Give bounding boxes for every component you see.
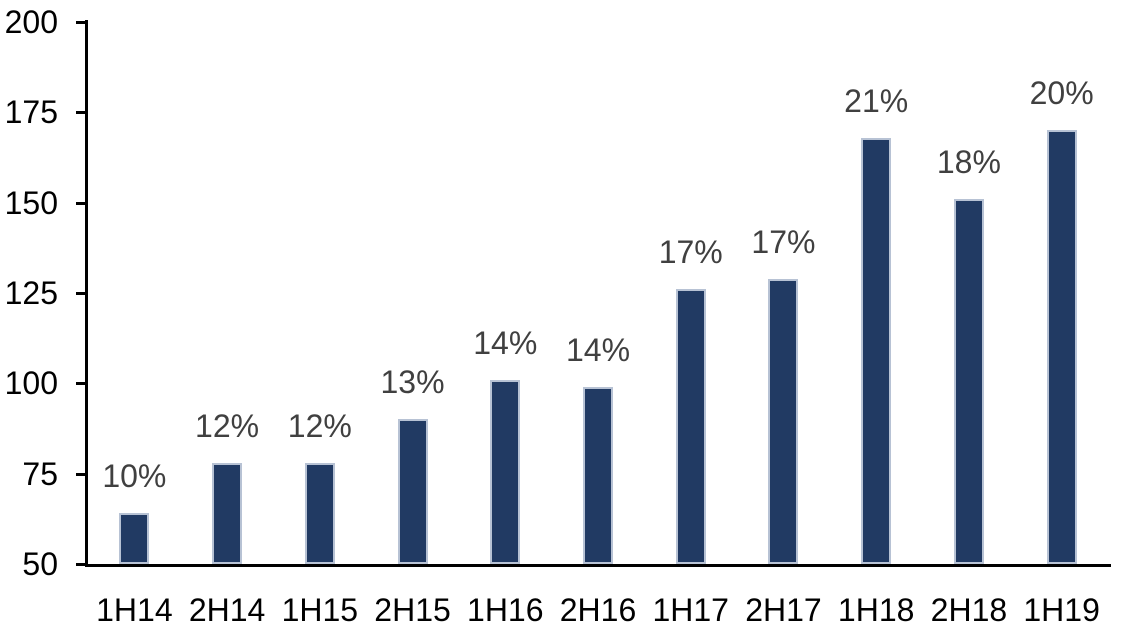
- bar-value-label: 14%: [473, 324, 538, 361]
- bar: [1046, 130, 1077, 564]
- y-axis-tick-label: 50: [22, 546, 58, 582]
- bar: [397, 419, 428, 564]
- bar-value-label: 17%: [658, 234, 723, 271]
- y-axis-tick: [76, 21, 88, 24]
- x-axis-category-label: 2H14: [188, 592, 266, 628]
- y-axis-tick-label: 150: [4, 184, 58, 221]
- y-axis-tick: [76, 472, 88, 476]
- x-axis-category-label: 1H19: [1023, 592, 1100, 628]
- bar-value-label: 12%: [195, 407, 260, 444]
- bar: [212, 462, 243, 564]
- x-axis-category-label: 1H18: [837, 592, 915, 628]
- bar-value-label: 12%: [287, 407, 352, 444]
- x-axis-category-label: 2H18: [930, 592, 1008, 628]
- y-axis-tick-label: 200: [4, 4, 58, 40]
- bar: [768, 278, 799, 564]
- x-axis-line: [85, 564, 1111, 567]
- bar: [675, 289, 706, 564]
- bar: [583, 386, 613, 564]
- x-axis-category-label: 2H16: [559, 592, 637, 628]
- bar: [861, 137, 892, 564]
- y-axis-tick: [76, 563, 88, 566]
- bar-value-label: 10%: [102, 458, 167, 495]
- bar-value-label: 20%: [1029, 75, 1094, 112]
- bar-value-label: 14%: [565, 331, 631, 368]
- bar: [304, 462, 335, 564]
- x-axis-category-label: 1H15: [281, 592, 359, 628]
- x-axis-category-label: 2H15: [374, 592, 451, 628]
- y-axis-tick-label: 175: [4, 94, 58, 131]
- y-axis-tick-label: 75: [22, 455, 58, 492]
- y-axis-tick: [76, 382, 88, 386]
- bar-value-label: 21%: [844, 82, 909, 119]
- bar-value-label: 13%: [380, 364, 445, 401]
- bar: [490, 379, 521, 564]
- y-axis-tick: [76, 201, 88, 205]
- x-axis-category-label: 2H17: [745, 592, 822, 628]
- y-axis-tick-label: 100: [4, 365, 58, 402]
- x-axis-category-label: 1H17: [652, 592, 729, 628]
- bar-value-label: 18%: [936, 144, 1001, 181]
- y-axis-tick: [76, 111, 88, 115]
- y-axis-line: [85, 20, 88, 567]
- y-axis-tick: [76, 292, 88, 295]
- bar: [119, 513, 150, 564]
- y-axis-tick-label: 125: [4, 275, 58, 311]
- x-axis-category-label: 1H16: [467, 592, 544, 628]
- bar-value-label: 17%: [751, 223, 816, 260]
- x-axis-category-label: 1H14: [96, 592, 173, 628]
- bar: [953, 199, 984, 564]
